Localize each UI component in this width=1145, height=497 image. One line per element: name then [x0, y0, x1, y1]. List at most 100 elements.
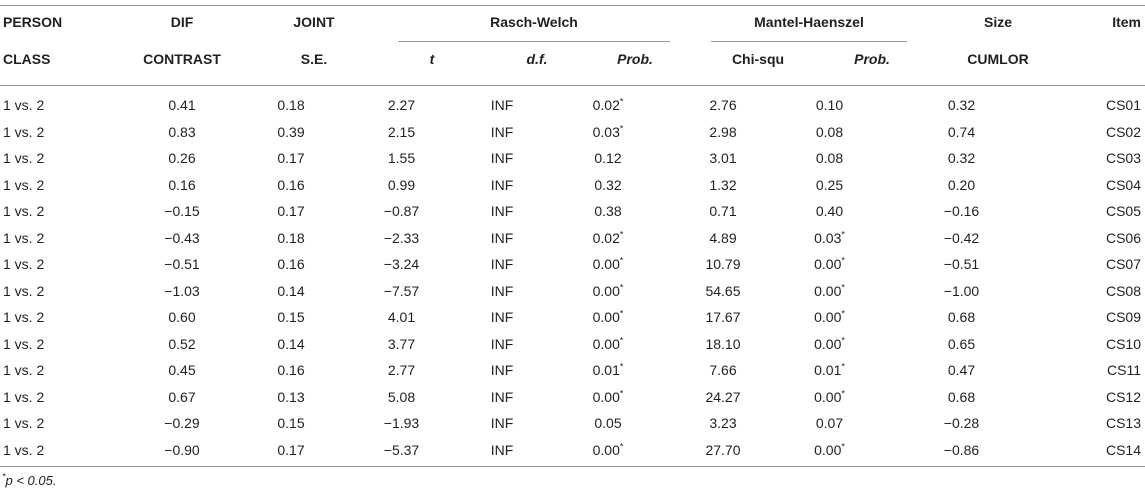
cell-mh-prob-value: 0.08 — [815, 123, 844, 140]
cell-mh-chi: 1.32 — [662, 172, 784, 199]
cell-rasch-df: INF — [450, 410, 554, 437]
cell-item: CS05 — [1048, 198, 1145, 225]
cell-mh-prob: 0.08 — [784, 119, 875, 146]
cell-mh-prob-value: 0.00 — [814, 388, 842, 405]
cell-rasch-df: INF — [450, 331, 554, 358]
cell-size-cumlor-value: 0.65 — [947, 335, 976, 352]
significance-mark: * — [841, 255, 845, 266]
header-item: Item — [1112, 14, 1141, 30]
cell-rasch-t: 3.77 — [353, 331, 450, 358]
cell-mh-chi: 3.23 — [662, 410, 784, 437]
table-row: 1 vs. 2 −0.90 0.17 −5.37 INF 0.00* 27.70 0.00* −… — [0, 437, 1145, 464]
cell-rasch-t: −0.87 — [353, 198, 450, 225]
cell-rasch-t-value: 5.08 — [387, 388, 416, 405]
cell-rasch-prob: 0.32 — [554, 172, 662, 199]
cell-mh-prob-value: 0.08 — [815, 150, 844, 167]
cell-size-cumlor: −0.86 — [875, 437, 1048, 464]
cell-size-cumlor-value: −0.42 — [943, 229, 980, 246]
cell-mh-chi: 2.76 — [662, 92, 784, 119]
header-mh-chi: Chi-squ — [731, 51, 785, 67]
cell-rasch-prob: 0.00* — [554, 278, 662, 305]
cell-rasch-t-value: −5.37 — [383, 441, 420, 458]
cell-item-value: CS05 — [1105, 203, 1141, 220]
significance-mark: * — [841, 388, 845, 399]
cell-dif-contrast: −0.90 — [135, 437, 229, 464]
cell-item-value: CS06 — [1105, 229, 1141, 246]
table-row: 1 vs. 2 −1.03 0.14 −7.57 INF 0.00* 54.65 0.00* −… — [0, 278, 1145, 305]
cell-item-value: CS02 — [1105, 123, 1141, 140]
cell-person-class: 1 vs. 2 — [0, 251, 135, 278]
cell-rasch-t: 2.77 — [353, 357, 450, 384]
cell-rasch-prob: 0.01* — [554, 357, 662, 384]
header-mh-prob: Prob. — [854, 51, 890, 67]
cell-item: CS02 — [1048, 119, 1145, 146]
cell-item-value: CS07 — [1105, 256, 1141, 273]
cell-person-class-value: 1 vs. 2 — [3, 97, 45, 114]
cell-size-cumlor: 0.47 — [875, 357, 1048, 384]
cell-joint-se-value: 0.17 — [277, 441, 305, 458]
significance-mark: * — [619, 123, 624, 134]
significance-mark: * — [619, 335, 624, 346]
cell-dif-contrast: 0.60 — [135, 304, 229, 331]
cell-joint-se: 0.16 — [229, 251, 353, 278]
cell-size-cumlor-value: −0.16 — [943, 203, 980, 220]
cell-item: CS09 — [1048, 304, 1145, 331]
footnote-mark: * — [2, 471, 6, 482]
cell-joint-se-value: 0.18 — [277, 97, 305, 114]
cell-rasch-prob-value: 0.03 — [592, 123, 620, 140]
header-bottom-rule — [0, 85, 1145, 86]
cell-joint-se-value: 0.14 — [277, 335, 305, 352]
table-bottom-rule — [0, 466, 1145, 467]
cell-item: CS10 — [1048, 331, 1145, 358]
cell-rasch-t-value: 3.77 — [387, 335, 416, 352]
cell-person-class-value: 1 vs. 2 — [3, 388, 45, 405]
cell-rasch-t: 2.15 — [353, 119, 450, 146]
cell-person-class: 1 vs. 2 — [0, 119, 135, 146]
table-row: 1 vs. 2 0.52 0.14 3.77 INF 0.00* 18.10 0.00* 0.6… — [0, 331, 1145, 358]
cell-mh-prob: 0.10 — [784, 92, 875, 119]
cell-dif-contrast: 0.41 — [135, 92, 229, 119]
cell-person-class: 1 vs. 2 — [0, 225, 135, 252]
cell-joint-se: 0.18 — [229, 225, 353, 252]
cell-dif-contrast: 0.45 — [135, 357, 229, 384]
cell-person-class: 1 vs. 2 — [0, 92, 135, 119]
cell-size-cumlor: −0.51 — [875, 251, 1048, 278]
cell-mh-chi: 3.01 — [662, 145, 784, 172]
cell-rasch-df-value: INF — [490, 362, 514, 379]
cell-mh-chi: 7.66 — [662, 357, 784, 384]
cell-person-class: 1 vs. 2 — [0, 384, 135, 411]
header-mantel-haenszel-group: Mantel-Haenszel — [754, 14, 864, 30]
cell-mh-chi-value: 7.66 — [709, 362, 737, 379]
table-row: 1 vs. 2 −0.15 0.17 −0.87 INF 0.38 0.71 0.40 −0.1… — [0, 198, 1145, 225]
cell-person-class-value: 1 vs. 2 — [3, 256, 45, 273]
cell-person-class: 1 vs. 2 — [0, 198, 135, 225]
header-rasch-t: t — [429, 51, 435, 67]
cell-rasch-prob-value: 0.00 — [592, 441, 620, 458]
significance-mark: * — [841, 361, 845, 372]
header-dif-line2: CONTRAST — [143, 51, 221, 67]
cell-item: CS07 — [1048, 251, 1145, 278]
cell-item-value: CS04 — [1105, 176, 1141, 193]
cell-joint-se-value: 0.39 — [277, 123, 305, 140]
cell-rasch-t-value: −2.33 — [383, 229, 420, 246]
cell-rasch-prob-value: 0.00 — [592, 335, 620, 352]
cell-rasch-t-value: −7.57 — [383, 282, 420, 299]
cell-rasch-prob: 0.00* — [554, 331, 662, 358]
cell-item: CS12 — [1048, 384, 1145, 411]
cell-dif-contrast-value: −0.43 — [164, 229, 200, 246]
cell-mh-chi: 24.27 — [662, 384, 784, 411]
cell-joint-se: 0.39 — [229, 119, 353, 146]
cell-joint-se-value: 0.16 — [277, 362, 305, 379]
cell-person-class: 1 vs. 2 — [0, 172, 135, 199]
cell-mh-prob: 0.25 — [784, 172, 875, 199]
cell-size-cumlor-value: 0.32 — [947, 97, 976, 114]
cell-mh-chi: 0.71 — [662, 198, 784, 225]
cell-rasch-df-value: INF — [490, 176, 514, 193]
cell-mh-chi-value: 2.76 — [709, 97, 737, 114]
cell-item: CS04 — [1048, 172, 1145, 199]
header-size-line1: Size — [983, 14, 1012, 30]
cell-size-cumlor: 0.32 — [875, 145, 1048, 172]
cell-dif-contrast-value: 0.45 — [168, 362, 196, 379]
cell-person-class-value: 1 vs. 2 — [3, 415, 45, 432]
significance-mark: * — [841, 335, 845, 346]
